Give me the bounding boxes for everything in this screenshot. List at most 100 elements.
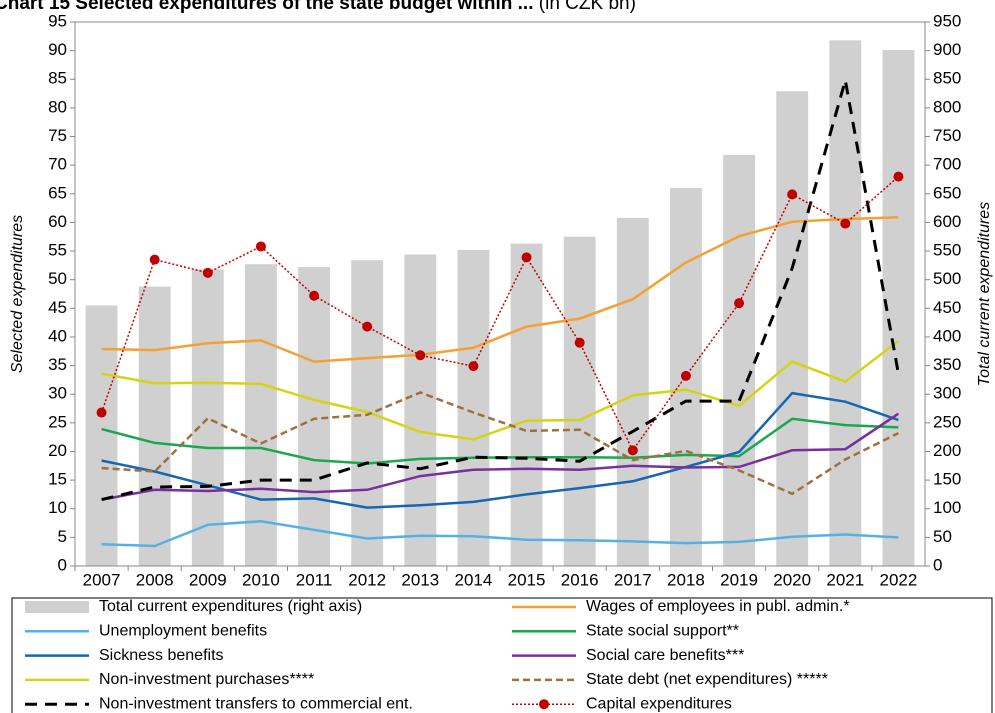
y-tick-label: 85 <box>48 69 67 88</box>
series-line <box>100 176 899 452</box>
x-tick-label: 2013 <box>401 570 439 589</box>
legend-label: Total current expenditures (right axis) <box>99 598 362 615</box>
bar <box>829 40 862 566</box>
series-marker <box>149 254 160 265</box>
y2-tick-label: 700 <box>933 155 961 174</box>
y-tick-label: 45 <box>48 298 67 317</box>
x-tick-label: 2016 <box>561 570 599 589</box>
y-tick-label: 25 <box>48 412 67 431</box>
subtitle: (in CZK bn) <box>539 0 636 14</box>
legend-label: Capital expenditures <box>586 695 732 712</box>
legend-label: Non-investment transfers to commercial e… <box>99 695 413 712</box>
y2-tick-label: 150 <box>933 470 961 489</box>
legend-label: State debt (net expenditures) ***** <box>586 671 828 688</box>
chart-title: Chart 15 Selected expenditures of the st… <box>0 0 636 14</box>
y2-tick-label: 750 <box>933 126 961 145</box>
y-tick-label: 55 <box>48 241 67 260</box>
legend-box <box>11 597 993 713</box>
series-marker <box>787 189 798 200</box>
series-marker <box>309 290 320 301</box>
y2-tick-label: 50 <box>933 527 952 546</box>
bar <box>404 254 437 567</box>
y-tick-label: 50 <box>48 269 67 288</box>
y2-tick-label: 850 <box>933 69 961 88</box>
x-tick-label: 2008 <box>136 570 174 589</box>
y2-tick-label: 200 <box>933 441 961 460</box>
y-tick-label: 90 <box>48 40 67 59</box>
series-line <box>101 216 899 363</box>
y-axis-title: Selected expenditures <box>9 215 26 373</box>
bar <box>245 264 277 566</box>
bar <box>138 286 171 566</box>
bar <box>723 154 755 566</box>
legend-label: Unemployment benefits <box>99 623 267 640</box>
series-marker <box>840 218 851 229</box>
series-line <box>101 79 900 502</box>
series-line <box>101 520 899 548</box>
y-tick-label: 35 <box>48 355 67 374</box>
legend-swatch <box>25 601 89 613</box>
y2-tick-label: 500 <box>933 269 961 288</box>
series-marker <box>468 361 479 372</box>
series-marker <box>893 171 904 182</box>
y2-tick-label: 300 <box>933 384 961 403</box>
y2-tick-label: 550 <box>933 241 961 260</box>
legend-marker <box>539 699 549 710</box>
x-tick-label: 2018 <box>667 570 705 589</box>
x-tick-label: 2012 <box>348 570 386 589</box>
y-tick-label: 75 <box>48 126 67 145</box>
y-tick-label: 15 <box>48 470 67 489</box>
series-marker <box>680 370 691 381</box>
y-tick-label: 80 <box>48 97 67 116</box>
y-tick-label: 95 <box>48 11 67 30</box>
x-tick-label: 2009 <box>189 570 227 589</box>
y-tick-label: 70 <box>48 155 67 174</box>
title: Chart 15 Selected expenditures of the st… <box>0 0 534 14</box>
y2-tick-label: 100 <box>933 498 961 517</box>
x-tick-label: 2015 <box>508 570 546 589</box>
legend-label: Social care benefits*** <box>586 647 744 664</box>
y-tick-label: 60 <box>48 212 67 231</box>
legend-label: State social support** <box>586 623 739 640</box>
y2-tick-label: 350 <box>933 355 961 374</box>
x-tick-label: 2022 <box>880 570 918 589</box>
series-marker <box>627 445 638 456</box>
bar <box>563 236 596 566</box>
y2-tick-label: 400 <box>933 326 961 345</box>
series-line <box>101 340 900 441</box>
bar <box>298 267 330 566</box>
x-tick-label: 2014 <box>455 570 493 589</box>
series-marker <box>202 267 213 278</box>
bar <box>85 305 118 566</box>
series-marker <box>415 350 426 361</box>
legend-label: Non-investment purchases**** <box>99 671 314 688</box>
y2-tick-label: 650 <box>933 183 961 202</box>
y2-tick-label: 0 <box>933 555 942 574</box>
x-tick-label: 2019 <box>720 570 758 589</box>
x-tick-label: 2020 <box>773 570 811 589</box>
x-tick-label: 2017 <box>614 570 652 589</box>
series-line <box>101 391 899 496</box>
series-marker <box>255 241 266 252</box>
bar <box>616 217 649 566</box>
y2-tick-label: 900 <box>933 40 961 59</box>
y2-tick-label: 950 <box>933 11 961 30</box>
series-line <box>101 412 900 501</box>
bar <box>191 269 224 566</box>
series-line <box>101 391 899 509</box>
y-tick-label: 10 <box>48 498 67 517</box>
x-tick-label: 2010 <box>242 570 280 589</box>
bar <box>510 243 543 567</box>
x-tick-label: 2011 <box>296 570 333 589</box>
y2-tick-label: 250 <box>933 412 961 431</box>
y-tick-label: 40 <box>48 326 67 345</box>
series-marker <box>96 407 107 418</box>
x-tick-label: 2007 <box>83 570 121 589</box>
series-marker <box>521 252 532 263</box>
series-marker <box>362 321 373 332</box>
series-marker <box>574 337 585 348</box>
y-tick-label: 0 <box>58 555 67 574</box>
legend-label: Wages of employees in publ. admin.* <box>586 598 850 615</box>
